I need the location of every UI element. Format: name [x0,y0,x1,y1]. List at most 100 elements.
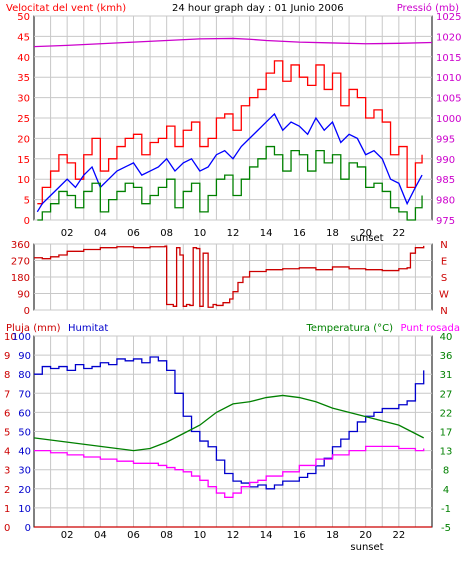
temperature-tick-label: -5 [441,523,451,534]
rain-tick-label: 2 [4,485,10,496]
direction-tick-label: 0 [24,306,30,317]
temperature-tick-labels: -5 -1 4 8 13 17 22 27 31 36 40 [440,332,453,534]
wind-speed-tick-label: 20 [17,134,30,145]
pressure-tick-labels: 975 980 985 990 995 1000 1005 1010 1015 1020 1025 [436,12,461,227]
humidity-tick-label: 100 [12,332,31,343]
rain-humidity-temperature-series [33,356,432,528]
wind-average-line [36,112,423,213]
wind-speed-tick-label: 45 [17,32,30,43]
humidity-tick-label: 50 [18,428,31,439]
rain-tick-label: 1 [4,504,10,515]
humidity-line [34,356,425,490]
temperature-tick-label: 8 [443,466,449,477]
direction-tick-label: 180 [11,273,30,284]
compass-letter-label: N [440,240,447,251]
wind-speed-tick-label: 10 [17,175,30,186]
compass-letter-label: N [440,306,447,317]
compass-letter-label: S [441,273,447,284]
humidity-tick-label: 20 [18,485,31,496]
wind-pressure-grid [34,15,432,221]
x-tick-label: 10 [193,530,206,541]
rain-tick-label: 3 [4,466,10,477]
dewpoint-line [34,445,425,498]
temperature-tick-label: 22 [440,408,453,419]
wind-speed-tick-label: 40 [17,53,30,64]
temperature-tick-label: 13 [440,447,453,458]
direction-tick-label: 270 [11,257,30,268]
x-tick-label: 02 [61,228,74,239]
temperature-tick-label: 4 [443,485,449,496]
humidity-axis-label: Humitat [68,323,108,334]
wind-speed-tick-labels: 0 5 10 15 20 25 30 35 40 45 50 [17,12,30,227]
x-tick-label: 08 [160,530,173,541]
pressure-tick-label: 1025 [436,12,461,23]
pressure-tick-label: 990 [436,155,455,166]
x-tick-label: 02 [61,530,74,541]
temperature-axis-label: Temperatura (°C) [305,323,393,334]
x-tick-label: 10 [193,228,206,239]
humidity-tick-label: 70 [18,389,31,400]
temperature-tick-label: 40 [440,332,453,343]
pressure-tick-label: 1000 [436,114,461,125]
sunset-marker-label: sunset [350,233,383,244]
wind-min-line [37,145,423,221]
x-tick-label: 18 [326,228,339,239]
x-tick-label: 16 [293,228,306,239]
wind-pressure-series [33,37,433,221]
pressure-axis-label: Pressió (mb) [397,2,459,14]
pressure-tick-label: 975 [436,216,455,227]
humidity-tick-label: 60 [18,408,31,419]
rain-tick-label: 6 [4,408,10,419]
pressure-tick-label: 1020 [436,32,461,43]
wind-speed-axis-label: Velocitat del vent (kmh) [6,3,126,14]
direction-degree-tick-labels: 0 90 180 270 360 [11,240,30,317]
wind-speed-tick-label: 35 [17,73,30,84]
rain-axis-label: Pluja (mm) [6,323,61,334]
wind-direction-line [34,245,425,308]
rain-tick-label: 10 [4,332,17,343]
x-tick-label: 14 [260,228,273,239]
rain-humidity-temperature-grid [34,335,432,528]
x-tick-label: 22 [392,530,405,541]
wind-speed-tick-label: 25 [17,114,30,125]
x-tick-label: 12 [227,228,240,239]
temperature-tick-label: 31 [440,370,453,381]
x-tick-label: 22 [392,228,405,239]
pressure-tick-label: 1015 [436,53,461,64]
pressure-tick-label: 980 [436,196,455,207]
temperature-tick-label: 27 [440,389,453,400]
x-tick-label: 20 [359,228,372,239]
rain-tick-label: 5 [4,428,10,439]
x-tick-label: 12 [227,530,240,541]
x-tick-label: 06 [127,228,140,239]
rain-tick-label: 4 [4,447,10,458]
direction-tick-label: 360 [11,240,30,251]
humidity-tick-label: 10 [18,504,31,515]
temperature-line [33,394,425,452]
x-tick-label: 04 [94,530,107,541]
humidity-tick-label: 80 [18,370,31,381]
rain-tick-label: 0 [4,523,10,534]
x-tick-label: 04 [94,228,107,239]
x-tick-label: 18 [326,530,339,541]
temperature-tick-label: -1 [441,504,451,515]
rain-tick-label: 9 [4,351,10,362]
wind-pressure-x-tick-labels: 02 04 06 08 10 12 14 16 18 20 22 [61,228,405,239]
chart-title: 24 hour graph day : 01 Junio 2006 [172,3,344,14]
humidity-tick-label: 40 [18,447,31,458]
rain-tick-label: 8 [4,370,10,381]
wind-speed-tick-label: 0 [24,216,30,227]
humidity-tick-label: 30 [18,466,31,477]
pressure-tick-label: 995 [436,134,455,145]
x-tick-label: 20 [359,530,372,541]
wind-speed-tick-label: 5 [24,196,30,207]
wind-gust-line [37,60,423,205]
wind-speed-tick-label: 50 [17,12,30,23]
pressure-tick-label: 1005 [436,94,461,105]
x-tick-label: 06 [127,530,140,541]
